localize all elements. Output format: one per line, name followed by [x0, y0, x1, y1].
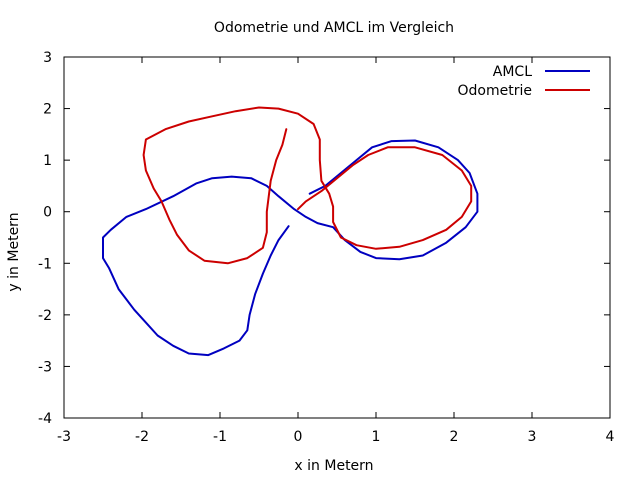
x-tick-label: -1 [213, 429, 227, 445]
x-tick-label: 2 [450, 429, 459, 445]
y-tick-label: -1 [38, 256, 52, 272]
y-tick-label: 3 [43, 50, 52, 66]
x-tick-label: -3 [57, 429, 71, 445]
y-axis-label: y in Metern [6, 212, 22, 291]
series-layer [102, 106, 479, 357]
y-tick-label: -2 [38, 308, 52, 324]
series-line-amcl [102, 139, 479, 357]
x-tick-label: 0 [294, 429, 303, 445]
x-tick-label: 3 [528, 429, 537, 445]
y-tick-label: 2 [43, 102, 52, 118]
y-tick-label: -3 [38, 359, 52, 375]
y-tick-label: 0 [43, 205, 52, 221]
chart-title: Odometrie und AMCL im Vergleich [214, 20, 454, 36]
y-tick-label: -4 [38, 411, 52, 427]
series-line-odometrie [142, 106, 473, 265]
plot-frame [63, 56, 611, 419]
x-tick-label: 1 [372, 429, 381, 445]
x-axis-label: x in Metern [294, 458, 373, 474]
x-tick-label: 4 [606, 429, 615, 445]
legend-label-amcl: AMCL [493, 64, 532, 80]
axis-ticks: -3 -2 -1 0 1 2 3 4 -4 -3 -2 -1 0 1 2 3 [38, 50, 615, 445]
y-tick-label: 1 [43, 153, 52, 169]
x-tick-label: -2 [135, 429, 149, 445]
legend: AMCL Odometrie [458, 64, 590, 99]
legend-label-odometrie: Odometrie [458, 83, 532, 99]
